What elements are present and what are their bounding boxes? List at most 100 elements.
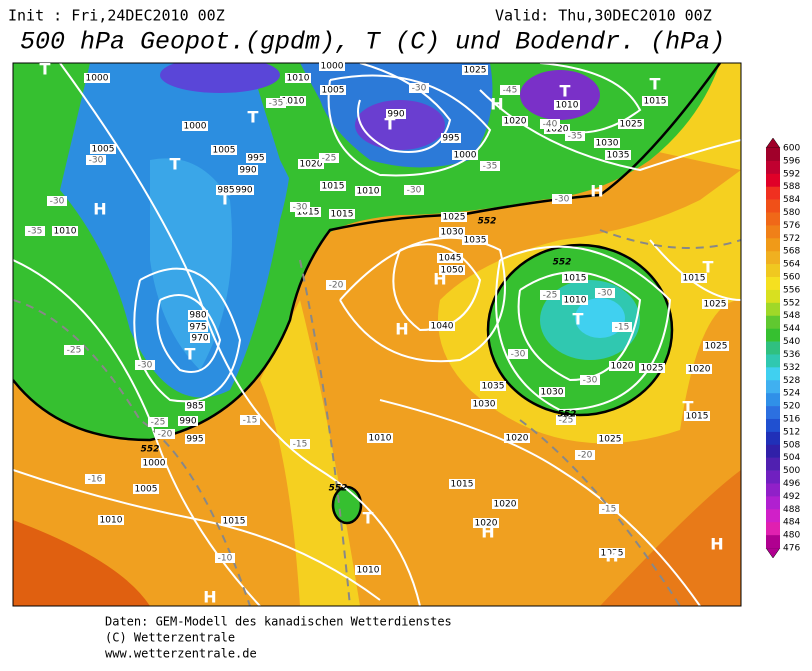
contour-label: 552 (558, 410, 577, 420)
pressure-label: 1035 (464, 236, 487, 246)
label-box (25, 226, 45, 236)
temperature-label: -15 (293, 440, 308, 450)
label-box (246, 153, 266, 163)
temperature-label: -30 (555, 195, 570, 205)
colorbar-label: 512 (783, 427, 800, 437)
colorbar-label: 568 (783, 247, 800, 257)
colorbar-swatch (766, 393, 780, 407)
label-box (441, 212, 467, 222)
label-box (86, 155, 106, 165)
label-box (504, 433, 530, 443)
pressure-label: 1025 (704, 300, 727, 310)
map-frame (12, 62, 742, 607)
pressure-label: 1015 (322, 182, 345, 192)
pressure-label: 1010 (100, 516, 123, 526)
pressure-center: H (490, 95, 503, 114)
label-box (539, 387, 565, 397)
label-box (188, 310, 208, 320)
colorbar-label: 476 (783, 544, 800, 554)
pressure-label: 1015 (564, 274, 587, 284)
pressure-label: 1000 (86, 74, 109, 84)
temperature-label: -35 (28, 227, 43, 237)
pressure-label: 1030 (541, 388, 564, 398)
pressure-label: 1015 (683, 274, 706, 284)
pressure-center: H (93, 200, 106, 219)
label-box (500, 85, 520, 95)
label-box (462, 65, 488, 75)
label-box (639, 363, 665, 373)
init-time: Init : Fri,24DEC2010 00Z (8, 7, 225, 25)
label-box (409, 83, 429, 93)
pressure-label: 1025 (443, 213, 466, 223)
map-title: 500 hPa Geopot.(gpdm), T (C) und Bodendr… (20, 28, 725, 57)
label-box (298, 159, 324, 169)
colorbar-swatch (766, 367, 780, 381)
pressure-label: 1005 (213, 146, 236, 156)
label-box (684, 411, 710, 421)
pressure-label: 985 (217, 186, 234, 196)
pressure-center: H (395, 320, 408, 339)
label-box (552, 194, 572, 204)
temperature-label: -25 (322, 154, 337, 164)
warm-area (600, 470, 741, 606)
colorbar-swatch (766, 186, 780, 200)
label-box (540, 119, 560, 129)
contour-label: 552 (553, 258, 572, 268)
pressure-center: T (40, 60, 51, 79)
colorbar-swatch (766, 522, 780, 536)
pressure-center: T (560, 82, 571, 101)
label-box (355, 186, 381, 196)
pressure-label: 1010 (287, 74, 310, 84)
colorbar-label: 576 (783, 221, 800, 231)
pressure-center: T (248, 108, 259, 127)
pressure-label: 995 (247, 154, 264, 164)
temperature-label: -15 (615, 323, 630, 333)
label-box (135, 360, 155, 370)
temperature-label: -30 (50, 197, 65, 207)
pressure-label: 975 (189, 323, 206, 333)
colorbar-label: 500 (783, 466, 800, 476)
label-box (240, 415, 260, 425)
pressure-label: 1015 (686, 412, 709, 422)
label-box (319, 153, 339, 163)
pressure-center: H (590, 182, 603, 201)
pressure-label: 1020 (300, 160, 323, 170)
temperature-label: -30 (89, 156, 104, 166)
label-box (211, 145, 237, 155)
pressure-label: 1010 (357, 566, 380, 576)
colorbar-label: 484 (783, 518, 800, 528)
temperature-label: -15 (243, 416, 258, 426)
label-box (562, 273, 588, 283)
colorbar-swatch (766, 251, 780, 265)
pressure-label: 990 (239, 166, 256, 176)
colorbar-swatch (766, 483, 780, 497)
colorbar-label: 540 (783, 337, 800, 347)
label-box (554, 100, 580, 110)
pressure-label: 1025 (705, 342, 728, 352)
colorbar-label: 548 (783, 311, 800, 321)
label-box (702, 299, 728, 309)
label-box (565, 131, 585, 141)
warm-area (13, 520, 150, 606)
colorbar-label: 596 (783, 156, 800, 166)
label-box (540, 290, 560, 300)
colorbar-label: 592 (783, 169, 800, 179)
temperature-label: -30 (138, 361, 153, 371)
colorbar-swatch (766, 509, 780, 523)
purple-area (160, 63, 280, 93)
label-box (580, 375, 600, 385)
pressure-center: T (703, 258, 714, 277)
colorbar-swatch (766, 496, 780, 510)
colorbar-label: 544 (783, 324, 800, 334)
colorbar-swatch (766, 328, 780, 342)
label-box (605, 150, 631, 160)
colorbar-swatch (766, 354, 780, 368)
temperature-label: -45 (503, 86, 518, 96)
colorbar-swatch (766, 315, 780, 329)
temperature-label: -30 (511, 350, 526, 360)
temperature-label: -25 (67, 346, 82, 356)
label-box (182, 121, 208, 131)
colorbar-label: 564 (783, 260, 800, 270)
label-box (703, 341, 729, 351)
temperature-label: -15 (602, 505, 617, 515)
